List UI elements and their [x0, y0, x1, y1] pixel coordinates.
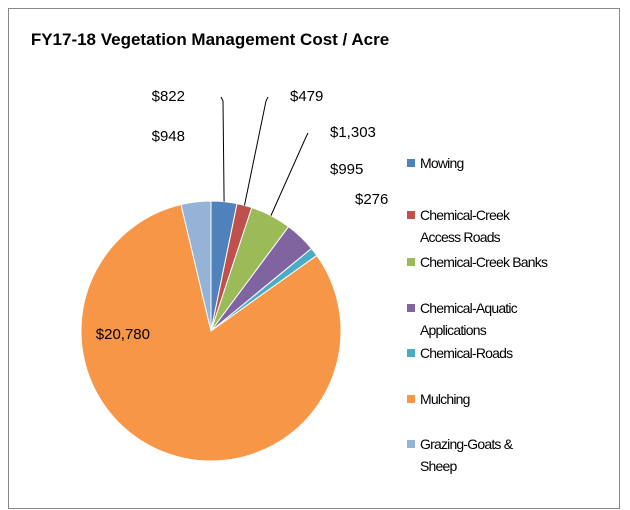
legend-label: Mulching [420, 391, 470, 407]
chart-title: FY17-18 Vegetation Management Cost / Acr… [30, 30, 390, 49]
legend-swatch [407, 395, 415, 403]
legend-swatch [407, 211, 415, 219]
data-label: $822 [152, 88, 185, 105]
data-label: $20,780 [96, 326, 150, 343]
legend-label: Chemical-Creek Access Roads [420, 207, 510, 245]
data-label: $479 [290, 88, 323, 105]
data-label: $1,303 [330, 124, 376, 141]
leader-line [270, 132, 309, 216]
legend-swatch [407, 159, 415, 167]
legend-label: Grazing-Goats & Sheep [420, 436, 513, 474]
data-label: $948 [152, 128, 185, 145]
legend-label: Mowing [420, 155, 464, 171]
leader-line [220, 96, 225, 202]
legend-swatch [407, 440, 415, 448]
leader-line [243, 96, 269, 206]
data-label: $995 [330, 161, 363, 178]
legend-swatch [407, 258, 415, 266]
pie-slice [180, 200, 212, 332]
legend-swatch [407, 349, 415, 357]
legend-label: Chemical-Creek Banks [420, 254, 548, 270]
data-label: $276 [355, 191, 388, 208]
legend-swatch [407, 304, 415, 312]
legend-label: Chemical-Aquatic Applications [420, 300, 518, 338]
legend-label: Chemical-Roads [420, 345, 513, 361]
pie-slice [80, 203, 342, 462]
